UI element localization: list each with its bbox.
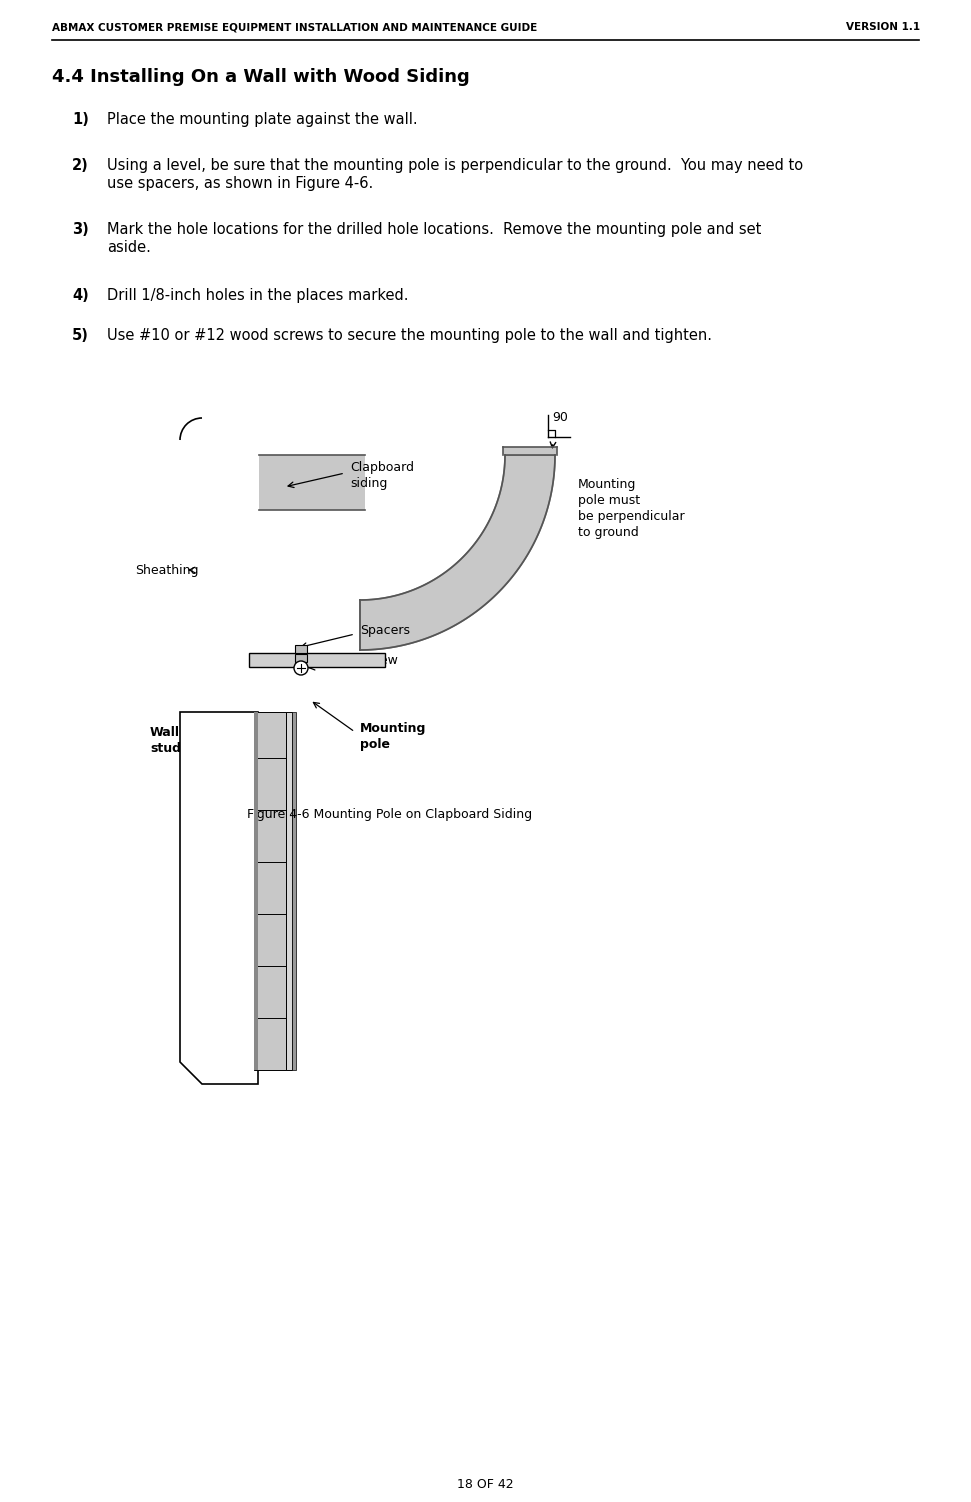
Text: Wall
stud: Wall stud [150,725,181,756]
Text: Spacers: Spacers [360,623,410,637]
Polygon shape [254,963,258,1018]
Text: VERSION 1.1: VERSION 1.1 [846,23,920,32]
Text: Screw: Screw [360,653,398,667]
Bar [295,644,307,653]
Text: Using a level, be sure that the mounting pole is perpendicular to the ground.  Y: Using a level, be sure that the mounting… [107,158,803,173]
Polygon shape [254,807,258,862]
Text: 3): 3) [72,222,88,237]
Text: 2): 2) [72,158,88,173]
Bar [249,653,385,667]
Bar [286,712,292,1069]
Circle shape [294,661,308,674]
Text: 90: 90 [552,412,568,424]
Text: Place the mounting plate against the wall.: Place the mounting plate against the wal… [107,113,418,128]
Polygon shape [254,712,258,759]
Text: 5): 5) [72,327,89,342]
Text: Sheathing: Sheathing [135,563,198,577]
Text: Mounting
pole must
be perpendicular
to ground: Mounting pole must be perpendicular to g… [578,478,685,539]
Text: Use #10 or #12 wood screws to secure the mounting pole to the wall and tighten.: Use #10 or #12 wood screws to secure the… [107,327,712,342]
Text: use spacers, as shown in Figure 4-6.: use spacers, as shown in Figure 4-6. [107,176,373,191]
Text: Drill 1/8-inch holes in the places marked.: Drill 1/8-inch holes in the places marke… [107,288,409,303]
Polygon shape [254,859,258,915]
Polygon shape [254,712,286,759]
Text: aside.: aside. [107,240,151,255]
Text: 18 OF 42: 18 OF 42 [456,1478,514,1491]
Text: 4): 4) [72,288,88,303]
Polygon shape [254,963,286,1018]
Bar [292,712,296,1069]
Text: ABMAX CUSTOMER PREMISE EQUIPMENT INSTALLATION AND MAINTENANCE GUIDE: ABMAX CUSTOMER PREMISE EQUIPMENT INSTALL… [52,23,537,32]
Bar [295,653,307,662]
Polygon shape [254,807,286,862]
Polygon shape [254,912,286,966]
Text: 4.4 Installing On a Wall with Wood Siding: 4.4 Installing On a Wall with Wood Sidin… [52,68,470,86]
Polygon shape [360,455,555,650]
Text: Clapboard
siding: Clapboard siding [350,461,414,490]
Text: 1): 1) [72,113,89,128]
Polygon shape [180,712,258,1084]
Polygon shape [254,756,286,810]
Polygon shape [254,756,258,810]
Text: Mounting
pole: Mounting pole [360,722,426,751]
Polygon shape [254,912,258,966]
Text: Mark the hole locations for the drilled hole locations.  Remove the mounting pol: Mark the hole locations for the drilled … [107,222,761,237]
Polygon shape [254,1015,258,1069]
Bar [503,448,557,455]
Polygon shape [254,1015,286,1069]
Bar [259,455,365,511]
Polygon shape [254,859,286,915]
Text: Figure 4-6 Mounting Pole on Clapboard Siding: Figure 4-6 Mounting Pole on Clapboard Si… [248,808,532,822]
